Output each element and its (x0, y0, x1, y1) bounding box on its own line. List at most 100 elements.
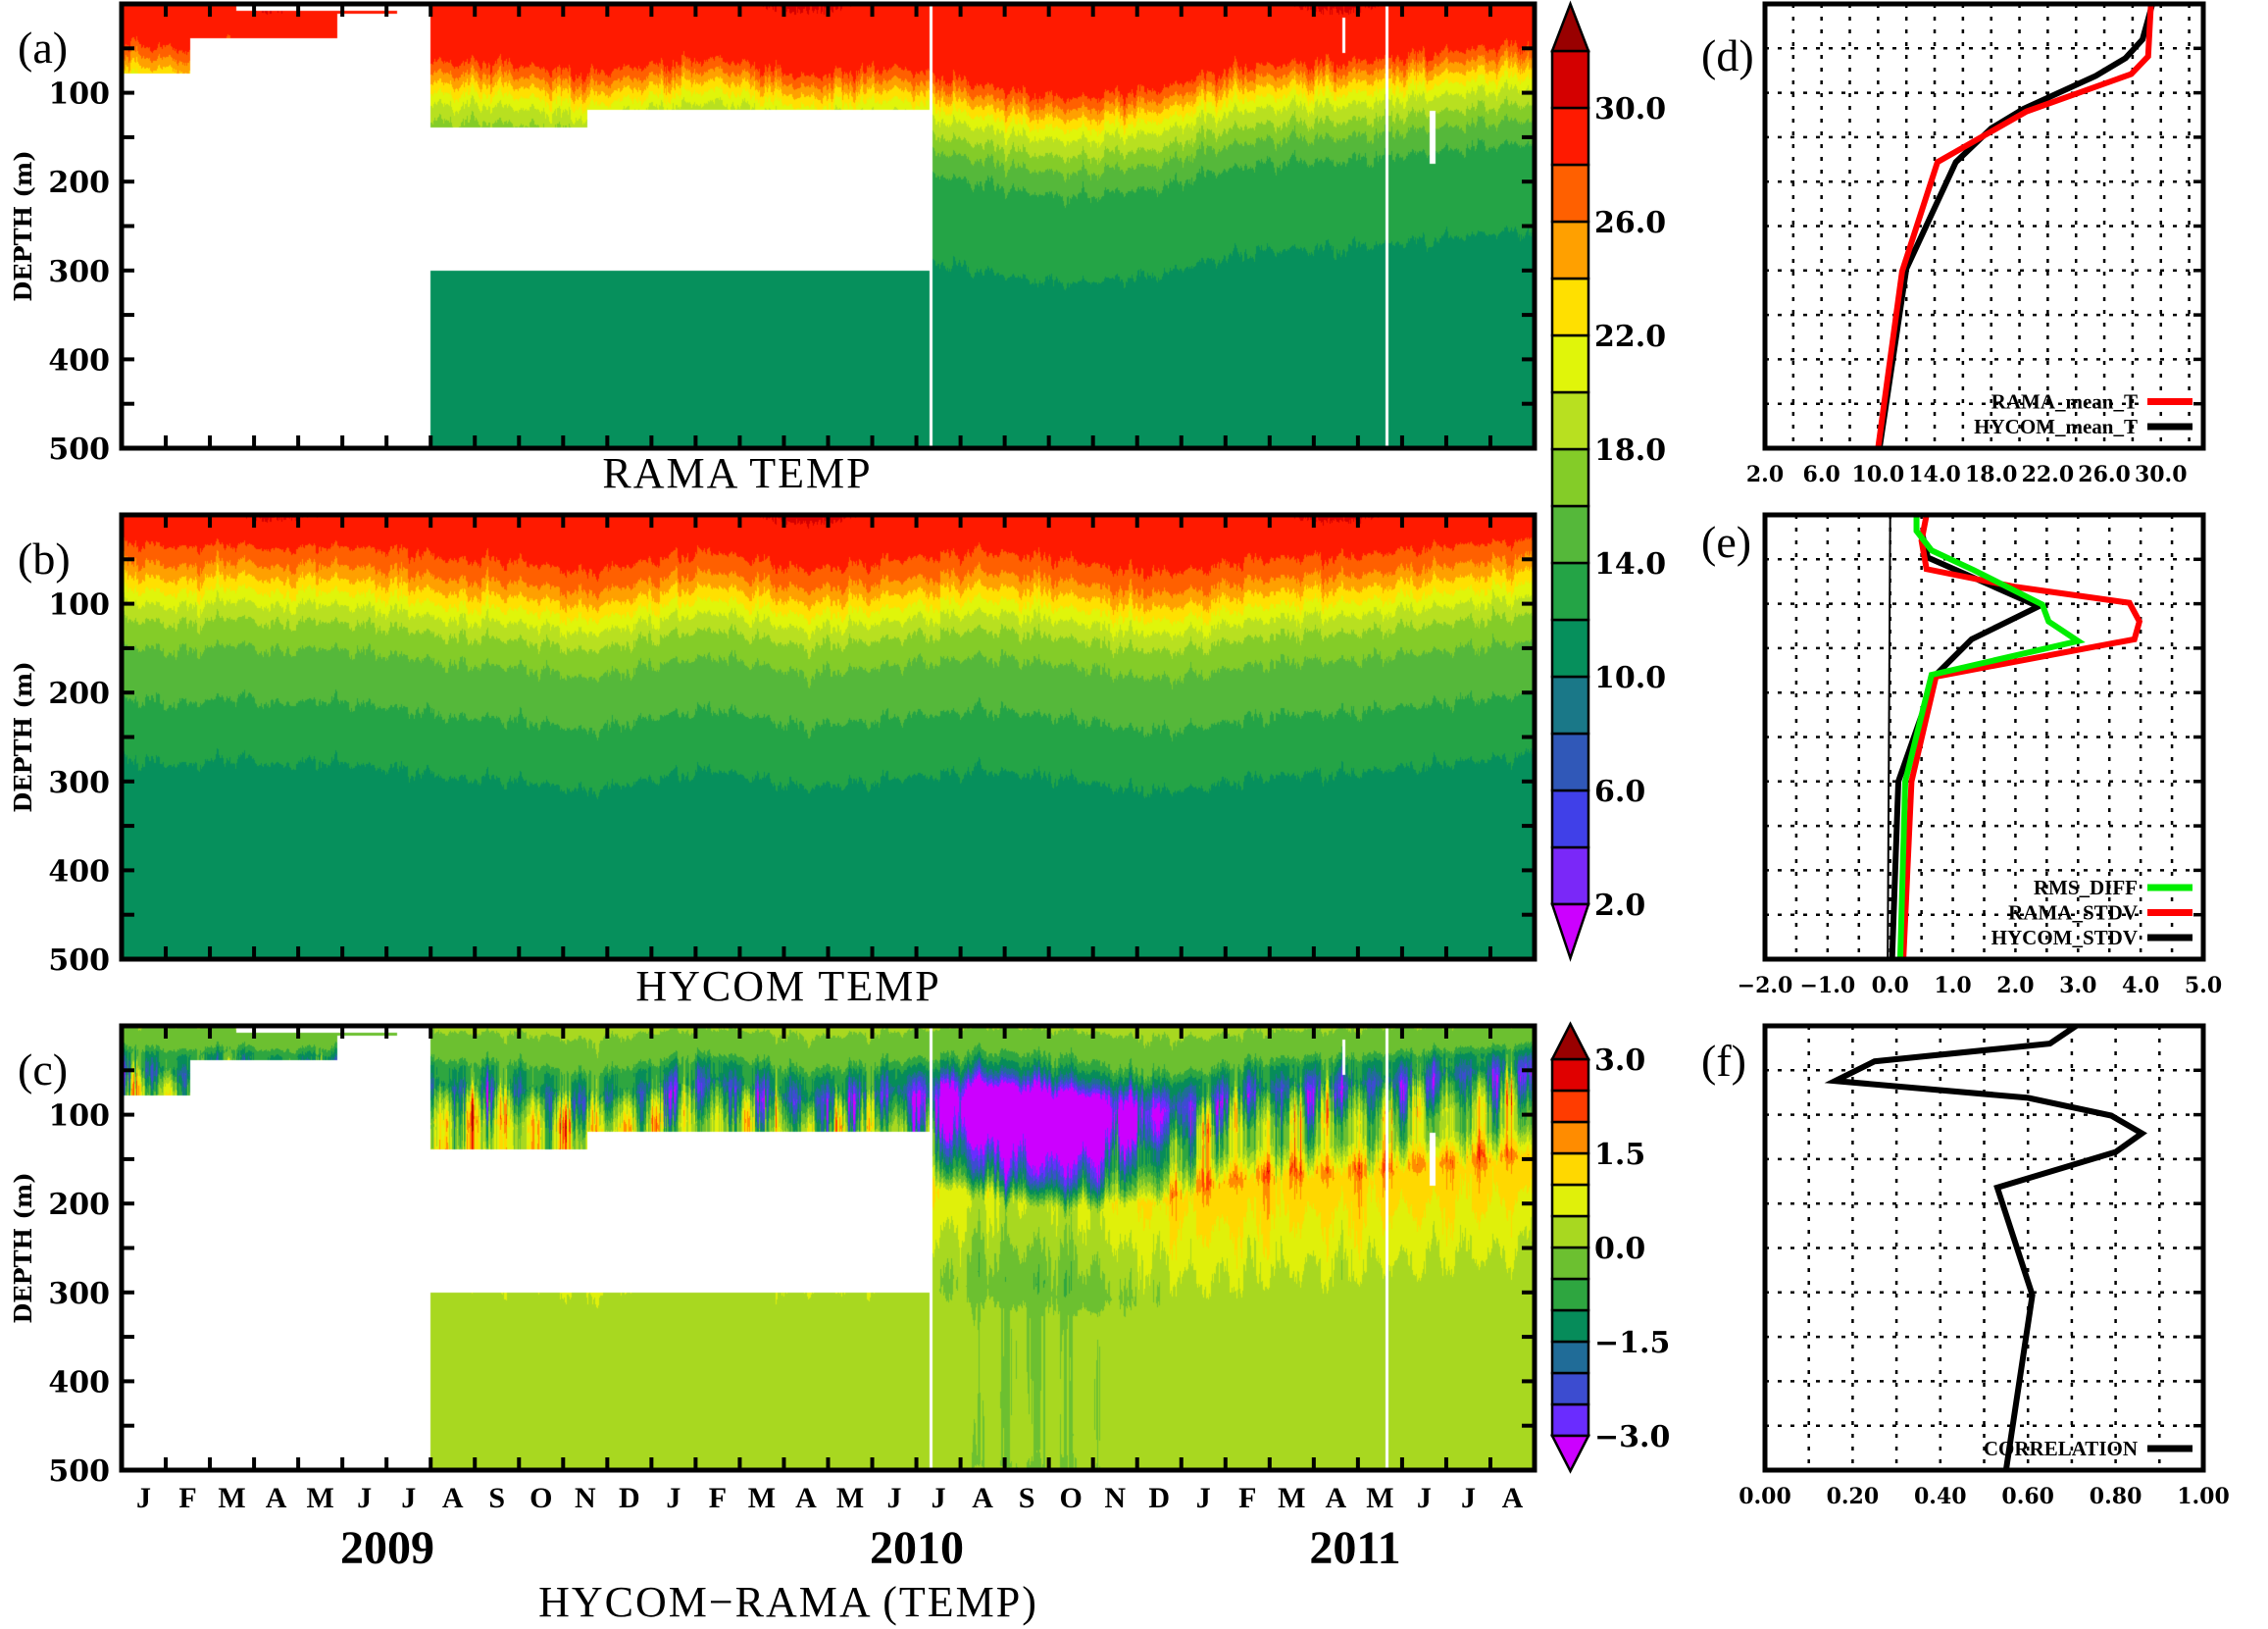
colorbar-swatch (1550, 1089, 1590, 1124)
zero-line (1887, 514, 1891, 960)
series-line-rms-diff (1896, 515, 2086, 960)
colorbar-swatch (1550, 845, 1590, 906)
x-tick-label: 3.0 (2059, 973, 2096, 998)
colorbar-swatch (1550, 447, 1590, 508)
x-tick-label: 0.80 (2090, 1484, 2142, 1509)
panel-b-axes: 100 200 300 400 500 DEPTH (m) (b) (9, 512, 1537, 978)
colorbar-swatch (1550, 390, 1590, 451)
month-label: N (575, 1482, 596, 1514)
colorbar-swatch (1550, 504, 1590, 565)
month-label: J (1196, 1482, 1211, 1514)
colorbar-tick-label: 26.0 (1594, 206, 1666, 240)
month-label: O (1060, 1482, 1083, 1514)
month-label: J (887, 1482, 902, 1514)
x-tick-label: 18.0 (1965, 462, 2018, 487)
month-label: A (1502, 1482, 1524, 1514)
month-label: A (266, 1482, 287, 1514)
depth-axis-label: DEPTH (m) (9, 150, 37, 301)
colorbar-swatch (1550, 1277, 1590, 1312)
month-label: S (1019, 1482, 1035, 1514)
series-line-rama-mean-t (1875, 3, 2154, 449)
colorbar-tick-label: 6.0 (1594, 775, 1645, 809)
colorbar-tick-label: 2.0 (1594, 889, 1645, 923)
colorbar-swatch (1550, 561, 1590, 622)
depth-tick-label: 500 (48, 1454, 110, 1489)
month-label: D (1148, 1482, 1170, 1514)
x-tick-label: 0.60 (2001, 1484, 2054, 1509)
x-tick-label: 2.0 (1746, 462, 1784, 487)
x-tick-label: 5.0 (2185, 973, 2222, 998)
depth-tick-label: 400 (48, 854, 110, 889)
x-tick-label: 0.40 (1914, 1484, 1967, 1509)
colorbar-swatch (1550, 106, 1590, 167)
depth-tick-label: 100 (48, 77, 110, 112)
month-label: F (178, 1482, 196, 1514)
x-tick-label: 1.0 (1934, 973, 1971, 998)
x-tick-label: 26.0 (2078, 462, 2131, 487)
colorbar-swatch (1550, 163, 1590, 224)
month-label: O (529, 1482, 552, 1514)
legend-label: RMS_DIFF (2034, 876, 2138, 899)
depth-tick-label: 400 (48, 1365, 110, 1400)
x-tick-label: 0.00 (1739, 1484, 1791, 1509)
colorbar-swatch (1550, 220, 1590, 280)
colorbar-swatch (1550, 618, 1590, 679)
colorbar-tick-label: 18.0 (1594, 433, 1666, 468)
legend-label: HYCOM_mean_T (1974, 415, 2138, 438)
colorbar-swatch (1550, 1183, 1590, 1218)
x-tick-label: 0.20 (1827, 1484, 1880, 1509)
depth-tick-label: 500 (48, 943, 110, 978)
colorbar-tick-label: 1.5 (1594, 1138, 1645, 1172)
depth-tick-label: 300 (48, 255, 110, 289)
x-tick-label: 30.0 (2135, 462, 2188, 487)
x-tick-label: 2.0 (1996, 973, 2034, 998)
rama-temp-heatmap (122, 4, 1535, 448)
depth-tick-label: 300 (48, 766, 110, 800)
colorbar-over-triangle (1550, 0, 1590, 53)
colorbar-swatch (1550, 1214, 1590, 1249)
month-label: J (357, 1482, 372, 1514)
month-label: M (218, 1482, 245, 1514)
month-label: M (1278, 1482, 1305, 1514)
x-tick-label: 6.0 (1803, 462, 1840, 487)
panel-c-frame (119, 1023, 1537, 1473)
title-rama-temp: RAMA TEMP (602, 449, 872, 497)
profile-frame (1762, 1, 2206, 451)
colorbar-swatch (1550, 1402, 1590, 1438)
month-label: J (1417, 1482, 1432, 1514)
legend-label: RAMA_STDV (2008, 901, 2138, 925)
month-label: J (401, 1482, 416, 1514)
title-difference: HYCOM−RAMA (TEMP) (538, 1578, 1038, 1626)
month-label: A (442, 1482, 464, 1514)
colorbar-tick-label: 14.0 (1594, 547, 1666, 582)
x-tick-label: 22.0 (2022, 462, 2075, 487)
series-line-hycom-stdv (1889, 530, 2046, 960)
x-tick-label: 0.0 (1872, 973, 1909, 998)
panel-label-a: (a) (18, 23, 68, 73)
series-line-correlation (1824, 1023, 2147, 1471)
colorbar-swatch (1550, 1246, 1590, 1281)
colorbar-tick-label: 0.0 (1594, 1232, 1645, 1266)
month-label: F (709, 1482, 727, 1514)
depth-axis-label: DEPTH (m) (9, 1172, 37, 1323)
month-label: M (836, 1482, 864, 1514)
year-label: 2009 (340, 1522, 434, 1574)
profile-panel-f: 0.00 0.20 0.40 0.60 0.80 1.00 (f) CORRELATION (1701, 1023, 2230, 1509)
panel-b-frame (119, 512, 1537, 962)
colorbar-tick-label: −3.0 (1594, 1420, 1670, 1454)
x-tick-label: 4.0 (2122, 973, 2159, 998)
colorbar-swatch (1550, 1120, 1590, 1155)
panel-c-axes: 100 200 300 400 500 DEPTH (m) (c) (9, 1023, 1537, 1489)
difference-heatmap (122, 1026, 1535, 1470)
month-label: M (1366, 1482, 1393, 1514)
legend-label: HYCOM_STDV (1991, 926, 2138, 949)
colorbar-swatch (1550, 49, 1590, 110)
colorbar-tick-label: 10.0 (1594, 661, 1666, 695)
panel-label-f: (f) (1701, 1036, 1746, 1086)
colorbar-c: 3.0 1.5 0.0 −1.5 −3.0 (1549, 1021, 1670, 1474)
colorbar-swatch (1550, 1151, 1590, 1187)
colorbar-tick-label: 22.0 (1594, 320, 1666, 354)
series-line-hycom-mean-t (1876, 3, 2155, 449)
hycom-temp-heatmap (122, 515, 1535, 959)
depth-tick-label: 200 (48, 166, 110, 200)
